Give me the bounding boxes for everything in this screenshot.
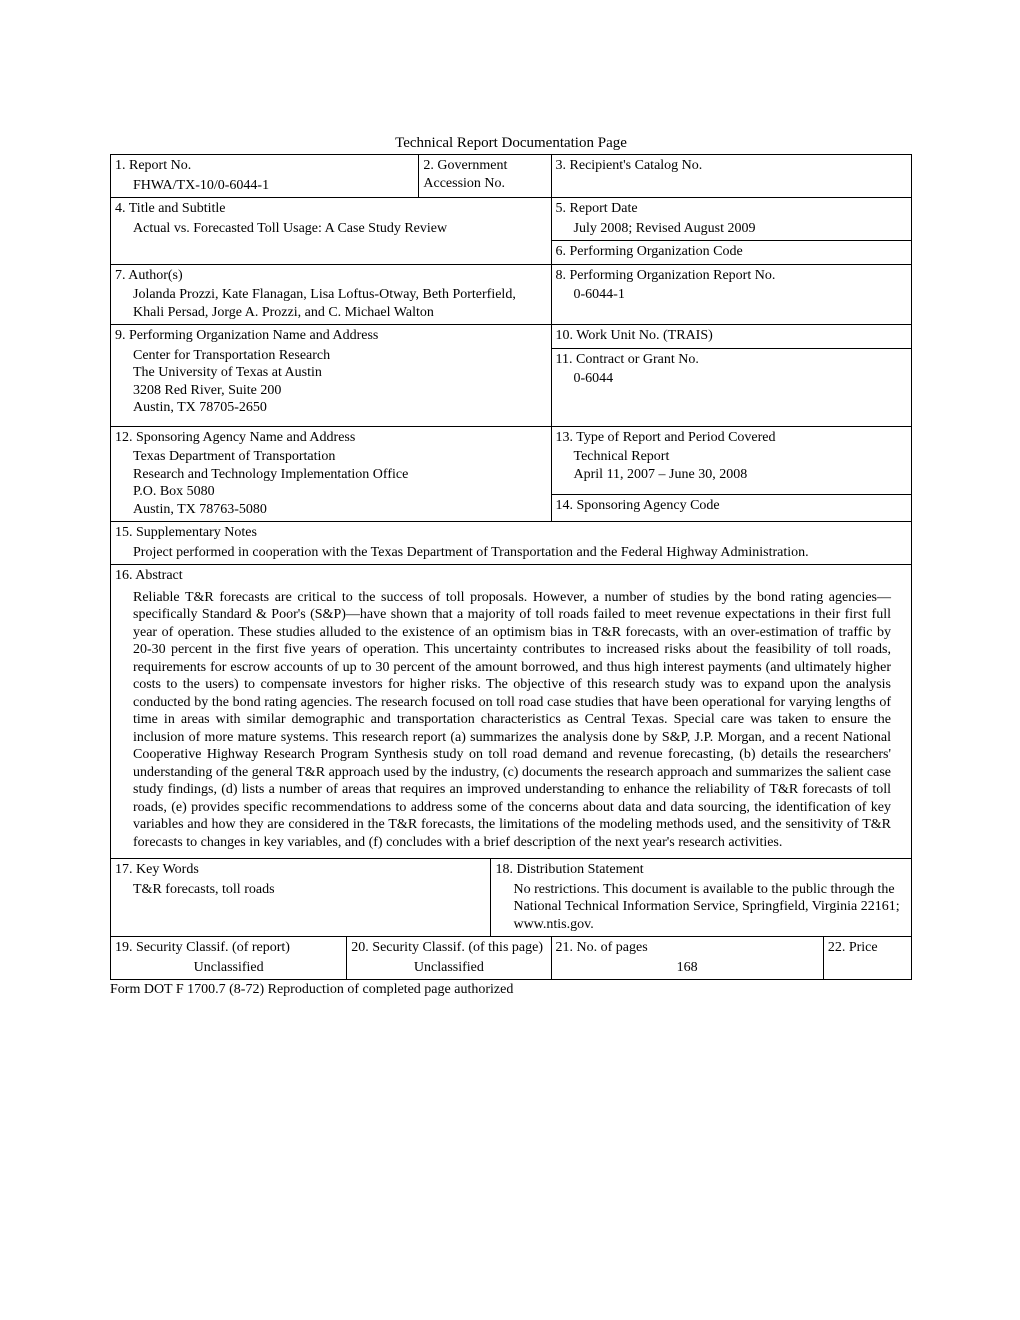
- box-3: 3. Recipient's Catalog No.: [551, 155, 911, 198]
- label-1: 1. Report No.: [115, 158, 191, 173]
- value-20: Unclassified: [351, 957, 546, 977]
- label-20: 20. Security Classif. (of this page): [351, 940, 543, 955]
- box-14: 14. Sponsoring Agency Code: [551, 495, 911, 522]
- label-5: 5. Report Date: [556, 201, 638, 216]
- value-9: Center for Transportation Research The U…: [115, 345, 547, 417]
- value-18: No restrictions. This document is availa…: [495, 879, 907, 934]
- box-15: 15. Supplementary Notes Project performe…: [111, 522, 912, 565]
- box-7: 7. Author(s) Jolanda Prozzi, Kate Flanag…: [111, 264, 552, 325]
- value-19: Unclassified: [115, 957, 342, 977]
- sponsor-line3: P.O. Box 5080: [133, 484, 215, 499]
- sponsor-line2: Research and Technology Implementation O…: [133, 467, 408, 482]
- label-11: 11. Contract or Grant No.: [556, 352, 699, 367]
- form-footnote: Form DOT F 1700.7 (8-72) Reproduction of…: [110, 982, 912, 998]
- value-7: Jolanda Prozzi, Kate Flanagan, Lisa Loft…: [115, 284, 547, 321]
- label-3: 3. Recipient's Catalog No.: [556, 158, 703, 173]
- label-12: 12. Sponsoring Agency Name and Address: [115, 430, 355, 445]
- box-13: 13. Type of Report and Period Covered Te…: [551, 426, 911, 495]
- label-6: 6. Performing Organization Code: [556, 244, 743, 259]
- box-18: 18. Distribution Statement No restrictio…: [491, 859, 912, 937]
- value-4: Actual vs. Forecasted Toll Usage: A Case…: [115, 218, 547, 238]
- report-type: Technical Report: [574, 449, 670, 464]
- box-1: 1. Report No. FHWA/TX-10/0-6044-1: [111, 155, 419, 198]
- box-5: 5. Report Date July 2008; Revised August…: [551, 198, 911, 241]
- label-17: 17. Key Words: [115, 862, 199, 877]
- box-8: 8. Performing Organization Report No. 0-…: [551, 264, 911, 325]
- box-12: 12. Sponsoring Agency Name and Address T…: [111, 426, 552, 522]
- org-line2: The University of Texas at Austin: [133, 365, 322, 380]
- label-19: 19. Security Classif. (of report): [115, 940, 290, 955]
- label-13: 13. Type of Report and Period Covered: [556, 430, 776, 445]
- sponsor-line1: Texas Department of Transportation: [133, 449, 335, 464]
- sponsor-line4: Austin, TX 78763-5080: [133, 502, 267, 517]
- label-14: 14. Sponsoring Agency Code: [556, 498, 720, 513]
- label-2: 2. Government Accession No.: [423, 158, 507, 191]
- label-15: 15. Supplementary Notes: [115, 525, 257, 540]
- label-16: 16. Abstract: [115, 568, 183, 583]
- box-10: 10. Work Unit No. (TRAIS): [551, 325, 911, 349]
- label-8: 8. Performing Organization Report No.: [556, 268, 776, 283]
- value-13: Technical Report April 11, 2007 – June 3…: [556, 446, 907, 483]
- box-19: 19. Security Classif. (of report) Unclas…: [111, 937, 347, 980]
- box-9: 9. Performing Organization Name and Addr…: [111, 325, 552, 427]
- value-17: T&R forecasts, toll roads: [115, 879, 486, 899]
- box-6: 6. Performing Organization Code: [551, 241, 911, 265]
- value-1: FHWA/TX-10/0-6044-1: [115, 175, 414, 195]
- value-15: Project performed in cooperation with th…: [115, 542, 907, 562]
- documentation-table: 1. Report No. FHWA/TX-10/0-6044-1 2. Gov…: [110, 154, 912, 980]
- label-7: 7. Author(s): [115, 268, 183, 283]
- value-21: 168: [556, 957, 819, 977]
- box-17: 17. Key Words T&R forecasts, toll roads: [111, 859, 491, 937]
- label-18: 18. Distribution Statement: [495, 862, 643, 877]
- value-11: 0-6044: [556, 368, 907, 388]
- box-21: 21. No. of pages 168: [551, 937, 823, 980]
- box-4: 4. Title and Subtitle Actual vs. Forecas…: [111, 198, 552, 265]
- value-12: Texas Department of Transportation Resea…: [115, 446, 547, 518]
- label-4: 4. Title and Subtitle: [115, 201, 225, 216]
- org-line1: Center for Transportation Research: [133, 348, 330, 363]
- box-22: 22. Price: [823, 937, 911, 980]
- org-line3: 3208 Red River, Suite 200: [133, 383, 281, 398]
- label-22: 22. Price: [828, 940, 878, 955]
- value-8: 0-6044-1: [556, 284, 907, 304]
- report-period: April 11, 2007 – June 30, 2008: [574, 467, 748, 482]
- label-21: 21. No. of pages: [556, 940, 648, 955]
- org-line4: Austin, TX 78705-2650: [133, 400, 267, 415]
- box-2: 2. Government Accession No.: [419, 155, 551, 198]
- documentation-page: Technical Report Documentation Page 1. R…: [0, 0, 1020, 1320]
- box-16: 16. Abstract Reliable T&R forecasts are …: [111, 565, 912, 859]
- box-20: 20. Security Classif. (of this page) Unc…: [347, 937, 551, 980]
- value-5: July 2008; Revised August 2009: [556, 218, 907, 238]
- value-16: Reliable T&R forecasts are critical to t…: [115, 585, 907, 856]
- page-title: Technical Report Documentation Page: [110, 135, 912, 152]
- label-10: 10. Work Unit No. (TRAIS): [556, 328, 713, 343]
- box-11: 11. Contract or Grant No. 0-6044: [551, 348, 911, 426]
- label-9: 9. Performing Organization Name and Addr…: [115, 328, 378, 343]
